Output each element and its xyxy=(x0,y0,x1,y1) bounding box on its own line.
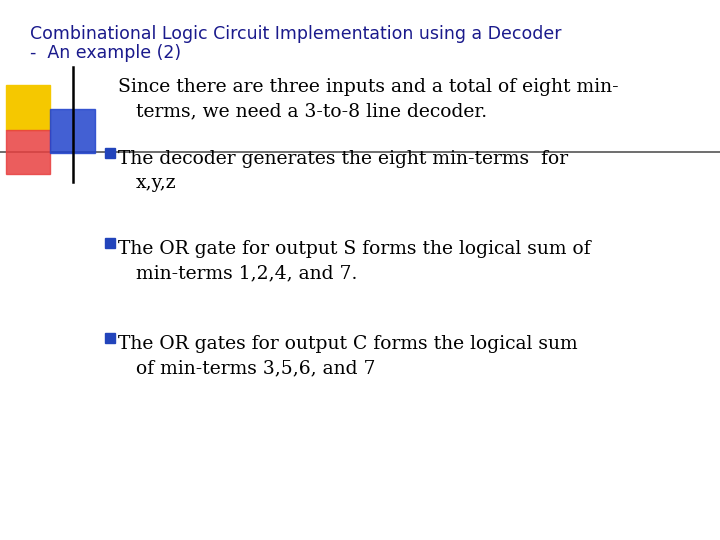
Text: terms, we need a 3-to-8 line decoder.: terms, we need a 3-to-8 line decoder. xyxy=(136,102,487,120)
Text: The OR gate for output S forms the logical sum of: The OR gate for output S forms the logic… xyxy=(118,240,590,258)
Text: min-terms 1,2,4, and 7.: min-terms 1,2,4, and 7. xyxy=(136,264,357,282)
Bar xyxy=(105,333,115,343)
Text: Combinational Logic Circuit Implementation using a Decoder: Combinational Logic Circuit Implementati… xyxy=(30,25,562,43)
Bar xyxy=(6,85,50,130)
Text: of min-terms 3,5,6, and 7: of min-terms 3,5,6, and 7 xyxy=(136,359,376,377)
Bar xyxy=(105,148,115,158)
Bar xyxy=(105,238,115,248)
Text: -  An example (2): - An example (2) xyxy=(30,44,181,62)
Text: The OR gates for output C forms the logical sum: The OR gates for output C forms the logi… xyxy=(118,335,577,353)
Text: Since there are three inputs and a total of eight min-: Since there are three inputs and a total… xyxy=(118,78,618,96)
Bar xyxy=(6,130,50,174)
Bar xyxy=(50,109,95,153)
Text: The decoder generates the eight min-terms  for: The decoder generates the eight min-term… xyxy=(118,150,568,168)
Text: x,y,z: x,y,z xyxy=(136,174,176,192)
